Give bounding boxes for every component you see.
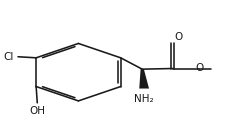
Text: O: O — [174, 32, 182, 42]
Text: Cl: Cl — [3, 52, 13, 62]
Text: OH: OH — [29, 106, 45, 116]
Text: O: O — [194, 63, 203, 73]
Text: NH₂: NH₂ — [133, 94, 153, 104]
Polygon shape — [139, 69, 148, 89]
